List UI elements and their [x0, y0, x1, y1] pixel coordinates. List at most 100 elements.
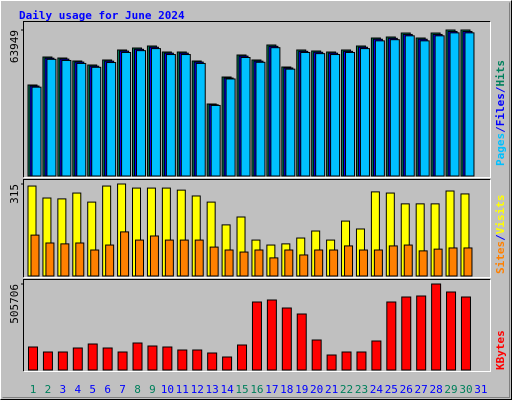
legend-separator: /: [494, 86, 507, 93]
bar: [356, 351, 367, 371]
bar: [135, 239, 145, 277]
bar: [72, 347, 83, 371]
bar: [299, 254, 309, 277]
bar: [102, 347, 113, 371]
bar: [433, 248, 443, 277]
bar: [281, 307, 292, 371]
bar: [296, 313, 307, 371]
bar: [418, 250, 428, 277]
x-tick-label: 27: [415, 383, 428, 396]
bar: [270, 47, 281, 177]
legend-entry: Hits: [494, 60, 507, 87]
x-tick-label: 7: [119, 383, 126, 396]
bar: [463, 247, 473, 277]
bar: [132, 342, 143, 371]
bar: [45, 242, 55, 277]
x-tick-label: 8: [134, 383, 141, 396]
x-tick-label: 4: [74, 383, 81, 396]
legend: Pages/Files/Hits: [494, 60, 507, 166]
bar: [224, 249, 234, 277]
legend-entry: Files: [494, 93, 507, 126]
panel-frame: [23, 279, 491, 372]
x-tick-label: 15: [235, 383, 248, 396]
panel-frame: [23, 21, 491, 178]
bar: [266, 299, 277, 371]
bar: [91, 66, 102, 177]
x-tick-label: 25: [385, 383, 398, 396]
bar: [404, 35, 415, 177]
bar: [207, 352, 218, 371]
bar: [31, 86, 42, 177]
bar: [329, 249, 339, 277]
bar: [30, 234, 40, 277]
legend-entry: Visits: [494, 195, 507, 235]
legend-entry: KBytes: [494, 330, 507, 370]
x-tick-label: 13: [206, 383, 219, 396]
legend: KBytes: [494, 330, 507, 370]
x-tick-label: 16: [250, 383, 263, 396]
legend-entry: Sites: [494, 241, 507, 274]
x-tick-label: 31: [474, 383, 487, 396]
x-tick-label: 17: [265, 383, 278, 396]
legend-separator: /: [494, 126, 507, 133]
x-tick-label: 9: [149, 383, 156, 396]
bar: [358, 249, 368, 277]
bar: [136, 50, 147, 177]
bar: [149, 235, 159, 277]
x-tick-label: 18: [280, 383, 293, 396]
bar: [117, 351, 128, 371]
bar: [344, 245, 354, 277]
bar: [300, 51, 311, 177]
bar: [179, 239, 189, 277]
y-tick-label: 315: [8, 184, 21, 204]
bar: [251, 301, 262, 371]
bar: [371, 340, 382, 371]
x-tick-label: 28: [429, 383, 442, 396]
chart-title: Daily usage for June 2024: [19, 9, 185, 22]
bar: [255, 61, 266, 177]
x-tick-label: 1: [30, 383, 37, 396]
x-tick-label: 3: [60, 383, 67, 396]
x-tick-label: 12: [191, 383, 204, 396]
bar: [46, 58, 57, 177]
bar: [419, 40, 430, 177]
x-tick-label: 22: [340, 383, 353, 396]
bar: [42, 351, 53, 371]
bar: [105, 244, 115, 277]
bar: [61, 59, 72, 177]
x-tick-label: 23: [355, 383, 368, 396]
bar: [341, 351, 352, 371]
bar: [164, 239, 174, 277]
panel-frame: [23, 21, 491, 178]
legend: Sites/Visits: [494, 195, 507, 275]
x-tick-label: 21: [325, 383, 338, 396]
bar: [388, 245, 398, 277]
bar: [147, 345, 158, 371]
bar: [284, 249, 294, 277]
bar: [192, 349, 203, 371]
x-tick-label: 14: [220, 383, 234, 396]
x-tick-label: 19: [295, 383, 308, 396]
bar: [195, 62, 206, 177]
bar: [403, 244, 413, 277]
legend-separator: /: [494, 234, 507, 241]
bar: [87, 343, 98, 371]
bar: [240, 57, 251, 177]
x-tick-label: 24: [370, 383, 384, 396]
bar: [314, 249, 324, 277]
bar: [120, 231, 130, 277]
bar: [269, 257, 279, 277]
x-tick-label: 5: [89, 383, 96, 396]
legend-entry: Pages: [494, 133, 507, 166]
bar: [162, 346, 173, 371]
panel-frame: [23, 179, 491, 278]
bar: [326, 354, 337, 371]
bar: [374, 40, 385, 177]
bar: [389, 39, 400, 177]
panel-frame: [23, 279, 491, 372]
bar: [194, 239, 204, 277]
bar: [177, 349, 188, 371]
bar: [180, 54, 191, 177]
bar: [359, 48, 370, 177]
